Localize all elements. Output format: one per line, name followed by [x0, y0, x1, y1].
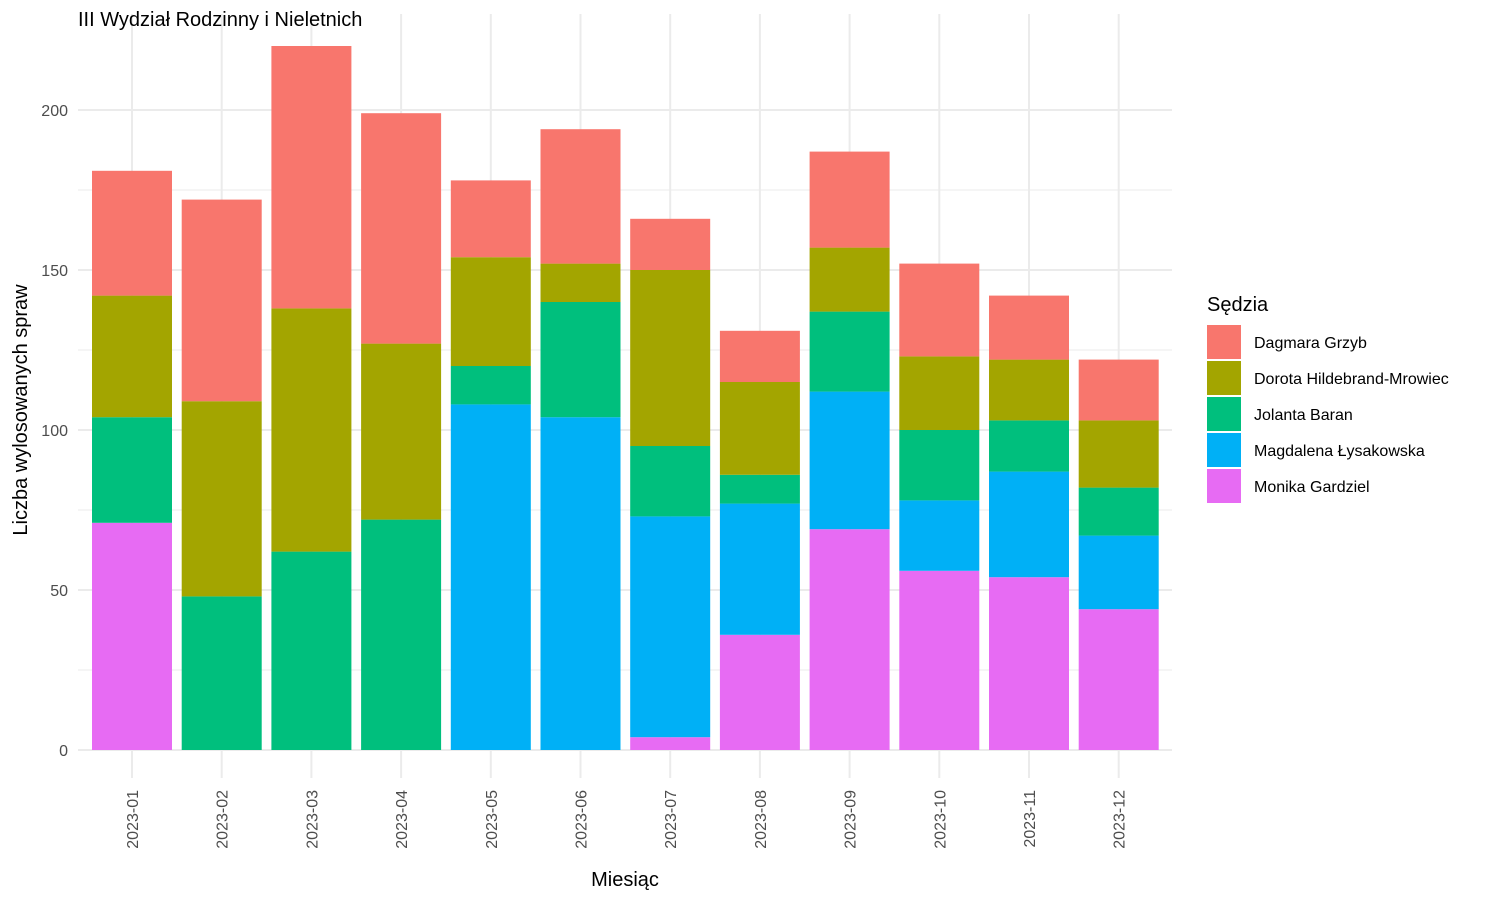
x-tick-labels: 2023-01 2023-02 2023-03 2023-04 2023-05 2023-…: [125, 790, 1129, 849]
legend-items: Dagmara Grzyb Dorota Hildebrand-Mrowiec Jo…: [1207, 325, 1449, 503]
bar-segment: [989, 420, 1069, 472]
bar-segment: [989, 577, 1069, 750]
bar-segment: [630, 516, 711, 738]
bar-segment: [809, 529, 890, 750]
legend-swatch: [1207, 325, 1241, 359]
legend-label: Dorota Hildebrand-Mrowiec: [1254, 371, 1449, 388]
bar-segment: [361, 113, 442, 344]
bar-segment: [1078, 487, 1159, 536]
bar-segment: [899, 500, 980, 571]
bar-segment: [719, 503, 800, 635]
bar-segment: [630, 737, 711, 750]
legend-swatch: [1207, 433, 1241, 467]
bar-segment: [809, 311, 890, 392]
bar-segment: [989, 471, 1069, 578]
legend-label: Magdalena Łysakowska: [1254, 443, 1425, 460]
bar-segment: [899, 356, 980, 430]
bar-segment: [809, 391, 890, 530]
bar-segment: [92, 295, 172, 418]
legend-swatch: [1207, 397, 1241, 431]
y-tick-label: 200: [41, 103, 68, 120]
bar-segment: [630, 270, 711, 446]
bar-segment: [181, 199, 262, 402]
x-tick-label: 2023-06: [574, 790, 591, 849]
bar-segment: [1078, 359, 1159, 421]
bar-segment: [540, 129, 621, 264]
legend-label: Jolanta Baran: [1254, 407, 1353, 424]
bar-segment: [1078, 420, 1159, 488]
bar-segment: [899, 570, 980, 750]
y-tick-label: 0: [59, 743, 68, 760]
legend-swatch: [1207, 469, 1241, 503]
bar-segment: [450, 180, 531, 258]
bar-segment: [1078, 609, 1159, 750]
bar-segment: [719, 382, 800, 475]
legend: Sędzia Dagmara Grzyb Dorota Hildebrand-Mr…: [1207, 294, 1449, 503]
bar-segment: [899, 263, 980, 357]
bar-segment: [92, 522, 172, 750]
bar-segment: [1078, 535, 1159, 610]
bar-segment: [361, 343, 442, 520]
x-tick-label: 2023-12: [1112, 790, 1129, 849]
bar-segment: [719, 330, 800, 382]
y-axis-title: Liczba wylosowanych spraw: [10, 284, 32, 536]
bar-segment: [92, 417, 172, 523]
bar-segment: [630, 218, 711, 270]
legend-label: Dagmara Grzyb: [1254, 335, 1367, 352]
chart-title: III Wydział Rodzinny i Nieletnich: [78, 9, 362, 31]
bar-segment: [181, 596, 262, 750]
x-tick-label: 2023-09: [843, 790, 860, 849]
x-tick-label: 2023-07: [663, 790, 680, 849]
x-tick-label: 2023-01: [125, 790, 142, 849]
bar-segment: [989, 295, 1069, 360]
bar-segment: [540, 263, 621, 302]
x-axis-title: Miesiąc: [591, 869, 659, 891]
bar-segment: [450, 404, 531, 750]
bar-segment: [809, 151, 890, 248]
y-tick-label: 100: [41, 423, 68, 440]
bar-segment: [361, 519, 442, 750]
x-tick-label: 2023-11: [1022, 790, 1039, 848]
bar-segment: [271, 308, 352, 552]
bar-segment: [540, 302, 621, 418]
x-tick-label: 2023-04: [394, 790, 411, 849]
x-tick-label: 2023-03: [304, 790, 321, 849]
bar-segment: [92, 170, 172, 296]
x-tick-label: 2023-02: [215, 790, 232, 849]
bar-segment: [271, 551, 352, 750]
bar-segment: [181, 401, 262, 597]
bar-segment: [450, 257, 531, 366]
bar-segment: [899, 430, 980, 501]
bar-segment: [271, 46, 352, 309]
bar-segment: [719, 474, 800, 504]
y-tick-labels: 0 50 100 150 200: [41, 103, 68, 760]
legend-title: Sędzia: [1207, 294, 1269, 316]
bar-segment: [719, 634, 800, 750]
bar-segment: [450, 366, 531, 405]
legend-label: Monika Gardziel: [1254, 479, 1370, 496]
bar-segment: [809, 247, 890, 312]
y-tick-label: 150: [41, 263, 68, 280]
legend-swatch: [1207, 361, 1241, 395]
x-tick-label: 2023-10: [932, 790, 949, 849]
bar-segment: [630, 446, 711, 517]
bar-segment: [540, 417, 621, 750]
x-tick-label: 2023-08: [753, 790, 770, 849]
y-tick-label: 50: [50, 583, 68, 600]
bar-segment: [989, 359, 1069, 421]
x-tick-label: 2023-05: [484, 790, 501, 849]
bars-layer: [92, 46, 1159, 750]
